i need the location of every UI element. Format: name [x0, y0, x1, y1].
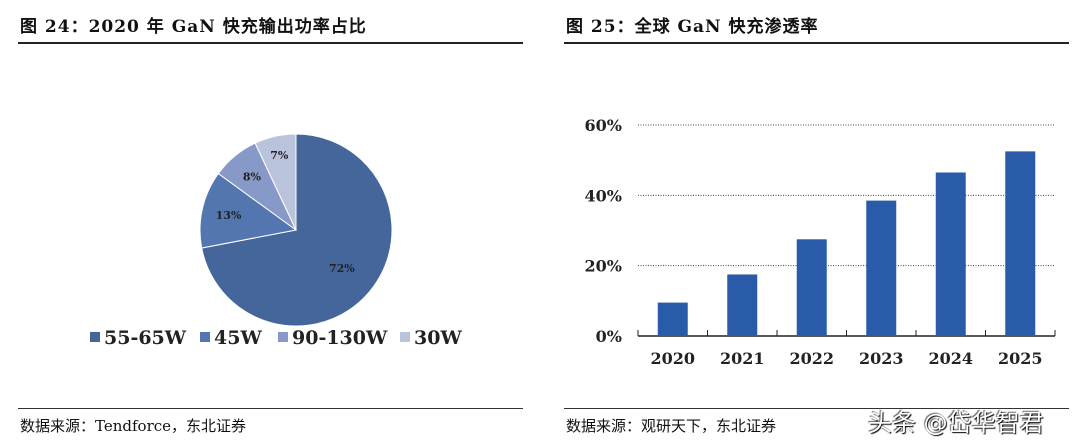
right-source-rule	[564, 408, 1069, 409]
legend-swatch	[400, 332, 410, 342]
y-tick-label: 20%	[585, 257, 622, 276]
pie-slice-30W	[254, 133, 297, 231]
pie-slice-45W	[199, 172, 298, 249]
x-tick-label: 2020	[650, 349, 695, 368]
legend-label: 90-130W	[292, 327, 388, 349]
left-title-rule	[18, 42, 523, 44]
x-tick-label: 2025	[998, 349, 1043, 368]
bar-2024	[935, 172, 966, 336]
legend-label: 45W	[214, 327, 262, 349]
bar-2025	[1005, 151, 1036, 336]
bar-2020	[657, 302, 688, 336]
bar-2022	[796, 239, 827, 336]
y-tick-label: 40%	[585, 186, 622, 205]
x-tick-label: 2024	[928, 349, 973, 368]
pie-data-label: 72%	[329, 262, 355, 275]
legend-label: 30W	[414, 327, 462, 349]
pie-data-label: 8%	[243, 171, 262, 184]
legend-label: 55-65W	[104, 327, 187, 349]
x-tick-label: 2023	[859, 349, 904, 368]
x-tick-label: 2022	[789, 349, 834, 368]
right-title: 图 25：全球 GaN 快充渗透率	[566, 17, 819, 37]
legend-swatch	[200, 332, 210, 342]
y-tick-label: 60%	[585, 116, 622, 135]
left-title: 图 24：2020 年 GaN 快充输出功率占比	[20, 17, 367, 37]
right-title-rule	[564, 42, 1069, 44]
left-source-rule	[18, 408, 523, 409]
pie-slice-55-65W	[201, 133, 393, 327]
left-source: 数据来源：Tendforce，东北证券	[20, 417, 247, 435]
watermark: 头条 @岱华智君	[868, 409, 1044, 437]
bar-2023	[866, 200, 897, 336]
legend-swatch	[90, 332, 100, 342]
right-source: 数据来源：观研天下，东北证券	[566, 417, 777, 435]
legend-swatch	[278, 332, 288, 342]
pie-data-label: 7%	[270, 149, 289, 162]
y-tick-label: 0%	[596, 327, 622, 346]
pie-data-label: 13%	[216, 209, 242, 222]
x-tick-label: 2021	[720, 349, 765, 368]
bar-2021	[727, 274, 758, 336]
